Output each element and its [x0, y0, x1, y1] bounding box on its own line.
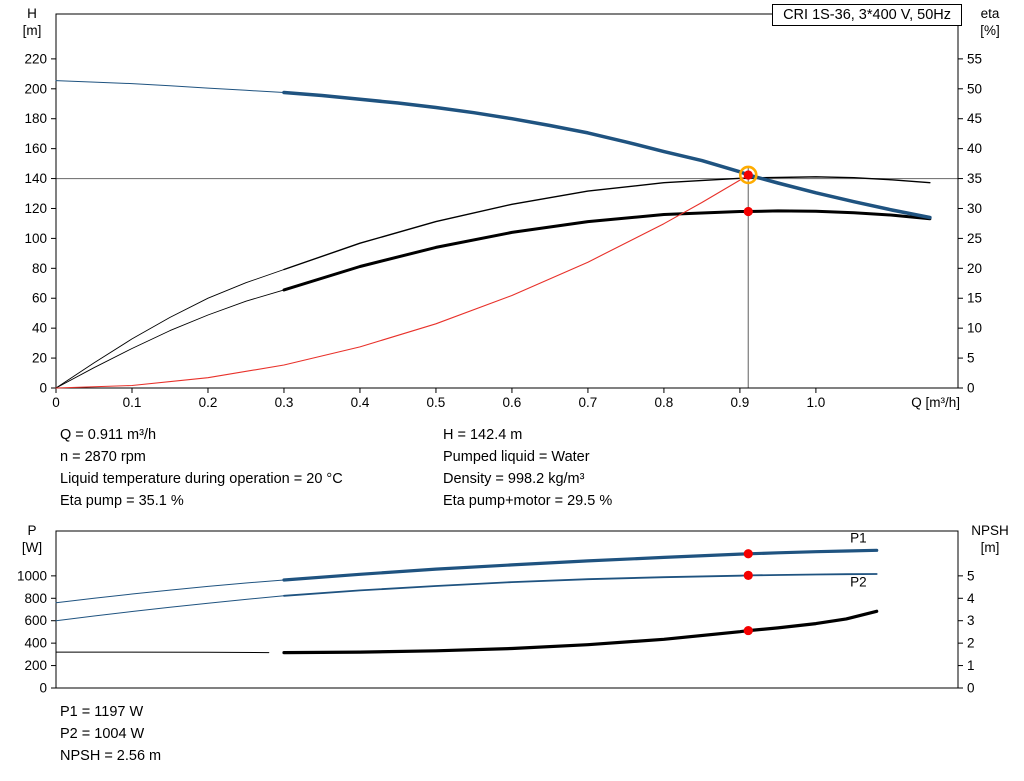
duty-info-column-right: H = 142.4 m Pumped liquid = Water Densit…: [443, 424, 612, 512]
svg-text:0.8: 0.8: [655, 395, 674, 410]
info-line-h: H = 142.4 m: [443, 427, 523, 443]
power-npsh-info: P1 = 1197 W P2 = 1004 W NPSH = 2.56 m: [60, 701, 161, 767]
svg-text:15: 15: [967, 291, 982, 306]
info-line-npsh: NPSH = 2.56 m: [60, 748, 162, 764]
svg-text:0.3: 0.3: [275, 395, 294, 410]
svg-text:0.9: 0.9: [731, 395, 750, 410]
info-line-temperature: Liquid temperature during operation = 20…: [60, 471, 343, 487]
svg-text:25: 25: [967, 231, 982, 246]
svg-text:P2: P2: [850, 575, 867, 590]
svg-text:0: 0: [967, 381, 975, 396]
pump-model-box: CRI 1S-36, 3*400 V, 50Hz: [772, 4, 962, 26]
svg-text:[W]: [W]: [22, 540, 42, 555]
svg-text:5: 5: [967, 568, 975, 583]
svg-text:600: 600: [24, 613, 47, 628]
info-line-eta-pump: Eta pump = 35.1 %: [60, 493, 184, 509]
svg-text:0: 0: [39, 381, 47, 396]
svg-text:30: 30: [967, 201, 982, 216]
info-line-p1: P1 = 1197 W: [60, 704, 144, 720]
svg-text:5: 5: [967, 351, 975, 366]
svg-text:[%]: [%]: [980, 23, 1000, 38]
svg-text:0: 0: [52, 395, 60, 410]
svg-text:45: 45: [967, 111, 982, 126]
svg-text:[m]: [m]: [23, 23, 42, 38]
svg-text:220: 220: [24, 51, 47, 66]
svg-text:Q [m³/h]: Q [m³/h]: [911, 395, 960, 410]
svg-text:NPSH: NPSH: [971, 523, 1009, 538]
svg-text:40: 40: [32, 321, 47, 336]
svg-text:0.6: 0.6: [503, 395, 522, 410]
svg-text:55: 55: [967, 51, 982, 66]
svg-text:P1: P1: [850, 530, 867, 545]
svg-text:0: 0: [39, 681, 47, 696]
svg-text:140: 140: [24, 171, 47, 186]
svg-text:60: 60: [32, 291, 47, 306]
svg-text:200: 200: [24, 658, 47, 673]
power-npsh-chart: 0 200 400 600 800 1000 0 1 2 3 4 5 P [W] NPSH [m] P1 P2: [17, 523, 1009, 696]
svg-text:1.0: 1.0: [807, 395, 826, 410]
hq-eta-chart: 0 20 40 60 80 100 120 140 160 180 200 220 0 5 10 15 20 25…: [23, 6, 1000, 410]
svg-text:0.2: 0.2: [199, 395, 218, 410]
svg-text:20: 20: [32, 351, 47, 366]
svg-text:160: 160: [24, 141, 47, 156]
svg-text:180: 180: [24, 111, 47, 126]
info-line-liquid: Pumped liquid = Water: [443, 449, 590, 465]
svg-text:10: 10: [967, 321, 982, 336]
svg-text:100: 100: [24, 231, 47, 246]
svg-text:0.5: 0.5: [427, 395, 446, 410]
svg-text:1: 1: [967, 658, 975, 673]
info-line-n: n = 2870 rpm: [60, 449, 146, 465]
svg-text:P: P: [27, 523, 36, 538]
svg-text:20: 20: [967, 261, 982, 276]
svg-text:1000: 1000: [17, 568, 47, 583]
svg-text:3: 3: [967, 613, 975, 628]
svg-text:0.1: 0.1: [123, 395, 142, 410]
svg-text:eta: eta: [981, 6, 1000, 21]
svg-text:200: 200: [24, 81, 47, 96]
svg-text:0: 0: [967, 681, 975, 696]
svg-text:40: 40: [967, 141, 982, 156]
svg-text:2: 2: [967, 636, 975, 651]
svg-text:50: 50: [967, 81, 982, 96]
info-line-p2: P2 = 1004 W: [60, 726, 145, 742]
svg-text:0.7: 0.7: [579, 395, 598, 410]
svg-text:800: 800: [24, 591, 47, 606]
info-line-q: Q = 0.911 m³/h: [60, 427, 157, 443]
duty-point-info: Q = 0.911 m³/h n = 2870 rpm Liquid tempe…: [60, 424, 612, 512]
svg-text:400: 400: [24, 636, 47, 651]
svg-text:35: 35: [967, 171, 982, 186]
svg-text:80: 80: [32, 261, 47, 276]
svg-text:0.4: 0.4: [351, 395, 370, 410]
duty-info-column-left: Q = 0.911 m³/h n = 2870 rpm Liquid tempe…: [60, 424, 343, 512]
info-line-eta-total: Eta pump+motor = 29.5 %: [443, 493, 613, 509]
svg-text:4: 4: [967, 591, 975, 606]
svg-text:H: H: [27, 6, 37, 21]
info-line-density: Density = 998.2 kg/m³: [443, 471, 585, 487]
svg-text:120: 120: [24, 201, 47, 216]
svg-text:[m]: [m]: [981, 540, 1000, 555]
